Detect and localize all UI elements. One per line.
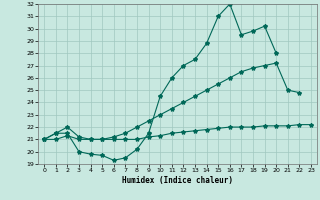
X-axis label: Humidex (Indice chaleur): Humidex (Indice chaleur)	[122, 176, 233, 185]
